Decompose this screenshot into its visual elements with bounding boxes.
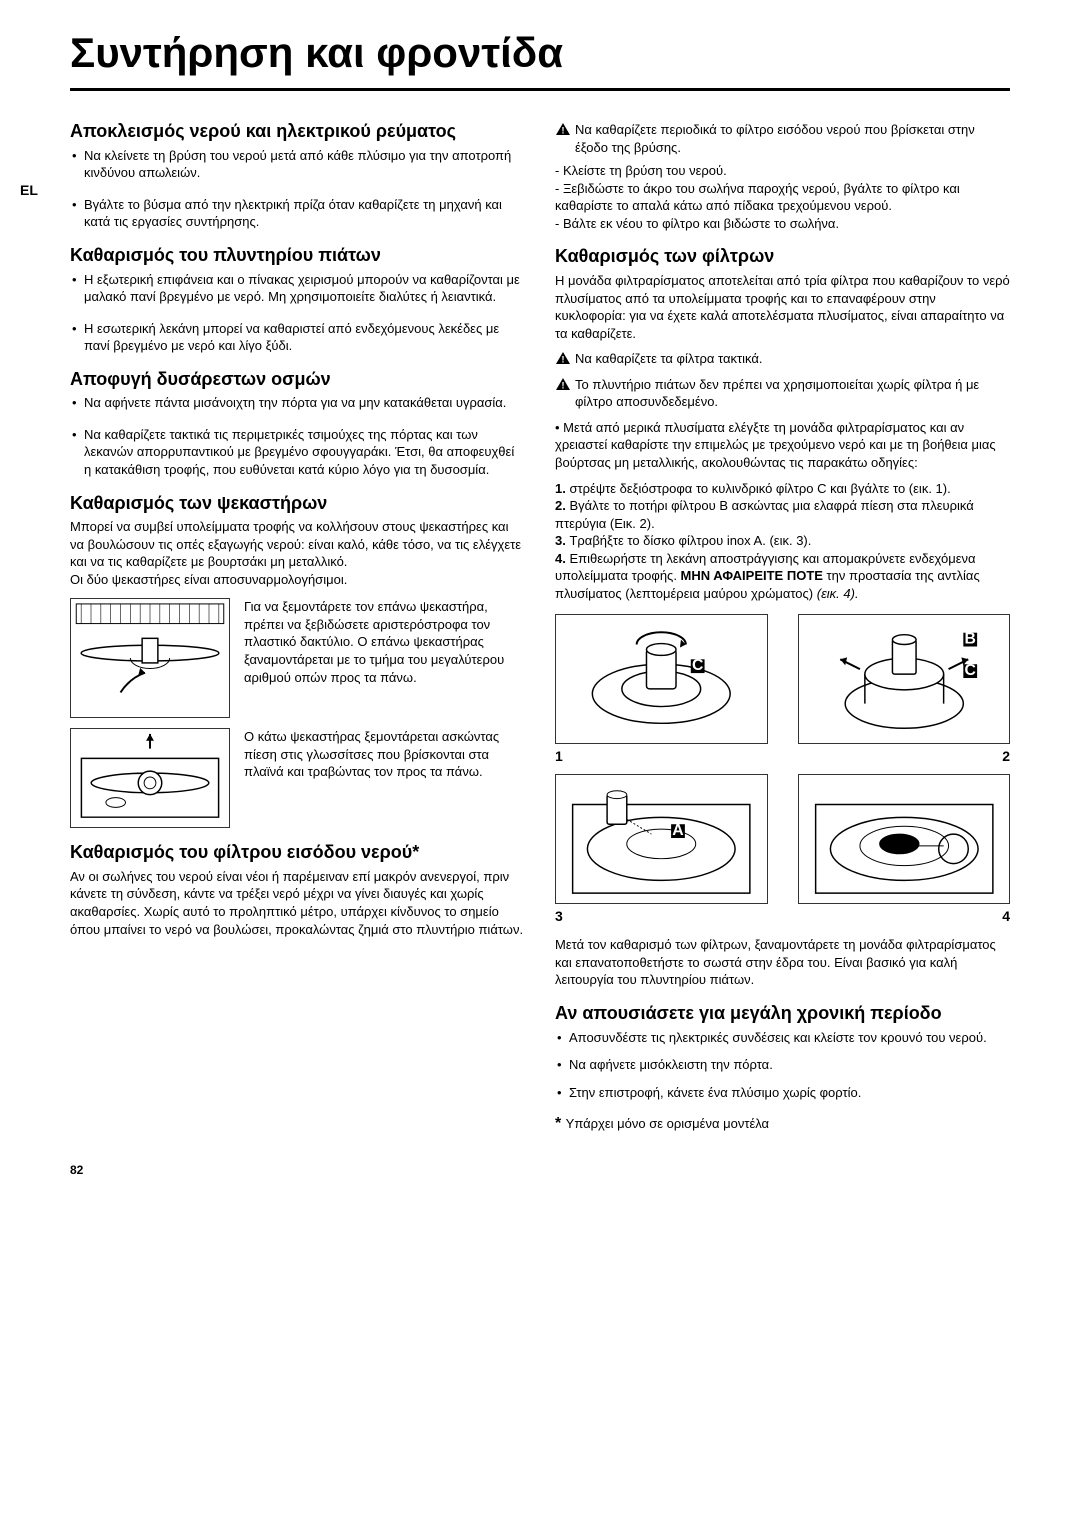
page-title: Συντήρηση και φροντίδα xyxy=(70,30,1010,76)
svg-text:!: ! xyxy=(562,380,565,390)
svg-text:A: A xyxy=(672,822,683,839)
paragraph: Μπορεί να συμβεί υπολείμματα τροφής να κ… xyxy=(70,518,525,571)
diagram-caption: Για να ξεμοντάρετε τον επάνω ψεκαστήρα, … xyxy=(244,598,525,686)
filter-diagram-4: 4 xyxy=(798,774,1011,924)
line: - Ξεβιδώστε το άκρο του σωλήνα παροχής ν… xyxy=(555,180,1010,215)
content-columns: Αποκλεισμός νερού και ηλεκτρικού ρεύματο… xyxy=(70,121,1010,1133)
bullet: Στην επιστροφή, κάνετε ένα πλύσιμο χωρίς… xyxy=(555,1084,1010,1102)
bullet: Η εσωτερική λεκάνη μπορεί να καθαριστεί … xyxy=(70,320,525,355)
filter-diagram-1: C 1 xyxy=(555,614,768,764)
filter-diagrams: C 1 xyxy=(555,614,1010,924)
line: - Βάλτε εκ νέου το φίλτρο και βιδώστε το… xyxy=(555,215,1010,233)
filter-diagram-3: A 3 xyxy=(555,774,768,924)
warning-periodic-clean: ! Να καθαρίζετε περιοδικά το φίλτρο εισό… xyxy=(555,121,1010,156)
title-divider xyxy=(70,88,1010,91)
filter-diagram-2: B C 2 xyxy=(798,614,1011,764)
language-tag: EL xyxy=(20,182,38,198)
bullet: Αποσυνδέστε τις ηλεκτρικές συνδέσεις και… xyxy=(555,1029,1010,1047)
warning-no-filters: ! Το πλυντήριο πιάτων δεν πρέπει να χρησ… xyxy=(555,376,1010,411)
left-column: Αποκλεισμός νερού και ηλεκτρικού ρεύματο… xyxy=(70,121,525,1133)
heading-odors: Αποφυγή δυσάρεστων οσμών xyxy=(70,369,525,391)
list-long-absence: Αποσυνδέστε τις ηλεκτρικές συνδέσεις και… xyxy=(555,1029,1010,1102)
svg-text:C: C xyxy=(964,662,975,679)
warning-icon: ! xyxy=(555,351,571,365)
diagram-upper-sprayer: Για να ξεμοντάρετε τον επάνω ψεκαστήρα, … xyxy=(70,598,525,718)
paragraph: Αν οι σωλήνες του νερού είναι νέοι ή παρ… xyxy=(70,868,525,938)
bullet: Η εξωτερική επιφάνεια και ο πίνακας χειρ… xyxy=(70,271,525,306)
bullet: Να κλείνετε τη βρύση του νερού μετά από … xyxy=(70,147,525,182)
diagram-image xyxy=(70,728,230,828)
bullet: Να καθαρίζετε τακτικά τις περιμετρικές τ… xyxy=(70,426,525,479)
filter-number-2: 2 xyxy=(798,748,1011,764)
warning-icon: ! xyxy=(555,377,571,391)
warning-text: Να καθαρίζετε τα φίλτρα τακτικά. xyxy=(575,350,762,368)
bullet: Βγάλτε το βύσμα από την ηλεκτρική πρίζα … xyxy=(70,196,525,231)
line: - Κλείστε τη βρύση του νερού. xyxy=(555,162,1010,180)
step-3: 3. Τραβήξτε το δίσκο φίλτρου inox A. (ει… xyxy=(555,532,1010,550)
heading-filters: Καθαρισμός των φίλτρων xyxy=(555,246,1010,268)
step-4: 4. Επιθεωρήστε τη λεκάνη αποστράγγισης κ… xyxy=(555,550,1010,603)
filter-number-3: 3 xyxy=(555,908,768,924)
page-number: 82 xyxy=(70,1163,1010,1177)
bullet: Να αφήνετε μισόκλειστη την πόρτα. xyxy=(555,1056,1010,1074)
filter-number-4: 4 xyxy=(798,908,1011,924)
heading-sprayarms: Καθαρισμός των ψεκαστήρων xyxy=(70,493,525,515)
heading-inlet-filter: Καθαρισμός του φίλτρου εισόδου νερού* xyxy=(70,842,525,864)
step-1: 1. στρέψτε δεξιόστροφα το κυλινδρικό φίλ… xyxy=(555,480,1010,498)
warning-icon: ! xyxy=(555,122,571,136)
paragraph: Η μονάδα φιλτραρίσματος αποτελείται από … xyxy=(555,272,1010,342)
bullet: Να αφήνετε πάντα μισάνοιχτη την πόρτα γι… xyxy=(70,394,525,412)
heading-long-absence: Αν απουσιάσετε για μεγάλη χρονική περίοδ… xyxy=(555,1003,1010,1025)
paragraph: Οι δύο ψεκαστήρες είναι αποσυναρμολογήσι… xyxy=(70,571,525,589)
diagram-lower-sprayer: Ο κάτω ψεκαστήρας ξεμοντάρεται ασκώντας … xyxy=(70,728,525,828)
diagram-caption: Ο κάτω ψεκαστήρας ξεμοντάρεται ασκώντας … xyxy=(244,728,525,781)
svg-text:B: B xyxy=(964,631,975,648)
svg-text:C: C xyxy=(692,657,703,674)
heading-clean-dishwasher: Καθαρισμός του πλυντηρίου πιάτων xyxy=(70,245,525,267)
warning-clean-regularly: ! Να καθαρίζετε τα φίλτρα τακτικά. xyxy=(555,350,1010,368)
list-water-power: Να κλείνετε τη βρύση του νερού μετά από … xyxy=(70,147,525,231)
list-odors: Να αφήνετε πάντα μισάνοιχτη την πόρτα γι… xyxy=(70,394,525,478)
warning-text: Να καθαρίζετε περιοδικά το φίλτρο εισόδο… xyxy=(575,121,1010,156)
footnote: * Υπάρχει μόνο σε ορισμένα μοντέλα xyxy=(555,1111,1010,1133)
svg-text:!: ! xyxy=(562,126,565,136)
warning-text: Το πλυντήριο πιάτων δεν πρέπει να χρησιμ… xyxy=(575,376,1010,411)
step-2: 2. Βγάλτε το ποτήρι φίλτρου B ασκώντας μ… xyxy=(555,497,1010,532)
heading-water-power: Αποκλεισμός νερού και ηλεκτρικού ρεύματο… xyxy=(70,121,525,143)
svg-text:!: ! xyxy=(562,355,565,365)
filter-number-1: 1 xyxy=(555,748,768,764)
list-clean-dishwasher: Η εξωτερική επιφάνεια και ο πίνακας χειρ… xyxy=(70,271,525,355)
paragraph: Μετά τον καθαρισμό των φίλτρων, ξαναμοντ… xyxy=(555,936,1010,989)
paragraph: • Μετά από μερικά πλυσίματα ελέγξτε τη μ… xyxy=(555,419,1010,472)
right-column: ! Να καθαρίζετε περιοδικά το φίλτρο εισό… xyxy=(555,121,1010,1133)
diagram-image xyxy=(70,598,230,718)
